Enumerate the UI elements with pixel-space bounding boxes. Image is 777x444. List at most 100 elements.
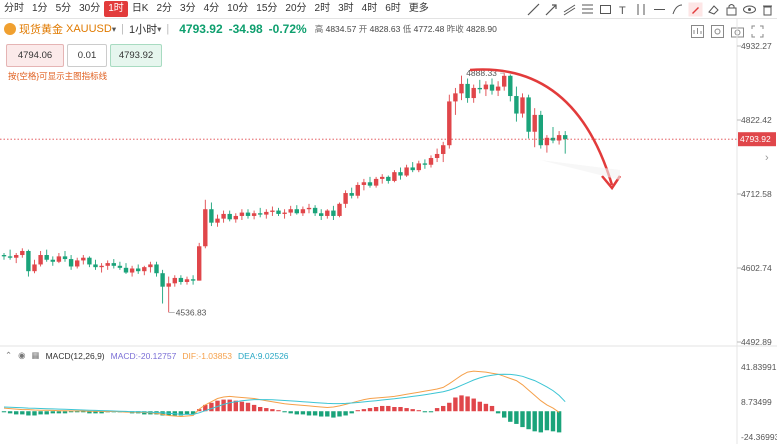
macd-histogram-bar — [75, 411, 80, 413]
macd-histogram-bar — [550, 411, 556, 432]
parallel-channel-icon[interactable] — [562, 2, 577, 17]
vertical-line-icon[interactable] — [634, 2, 649, 17]
divider: | — [166, 23, 170, 35]
tf-tab-14[interactable]: 4时 — [361, 3, 378, 14]
text-tool-icon[interactable]: T — [616, 2, 631, 17]
tf-tab-2[interactable]: 5分 — [55, 3, 72, 14]
symbol-dropdown-icon[interactable]: ▾ — [111, 23, 117, 34]
chart-icon[interactable]: ▦ — [31, 350, 40, 360]
tf-tab-5[interactable]: 日K — [131, 3, 149, 14]
macd-histogram-bar — [300, 411, 306, 415]
tf-tab-4[interactable]: 1时 — [104, 1, 128, 17]
tf-tab-7[interactable]: 3分 — [180, 3, 196, 14]
macd-tick-label: 8.73499 — [741, 397, 772, 407]
candle-body — [355, 184, 360, 196]
macd-histogram-bar — [178, 411, 184, 416]
gold-coin-icon — [4, 23, 16, 35]
eye-icon[interactable] — [742, 2, 757, 17]
candle-body — [117, 265, 123, 268]
edit-icon[interactable] — [688, 2, 703, 17]
settings-icon[interactable] — [710, 24, 725, 39]
macd-histogram-bar — [282, 411, 287, 413]
tf-tab-10[interactable]: 15分 — [256, 3, 278, 14]
fullscreen-icon[interactable] — [750, 24, 765, 39]
macd-tick-label: -24.36993 — [741, 432, 777, 442]
macd-histogram-bar — [111, 411, 116, 413]
line-tool-icon[interactable] — [526, 2, 541, 17]
candle-body — [105, 263, 110, 266]
macd-histogram-bar — [26, 411, 31, 416]
macd-histogram-bar — [99, 411, 104, 414]
price-tick-label: 4822.42 — [741, 115, 772, 125]
open-label: 开 — [358, 24, 368, 34]
tf-tab-8[interactable]: 4分 — [203, 3, 220, 14]
candle-body — [7, 256, 13, 258]
candle-body — [300, 209, 306, 214]
candle-body — [14, 255, 19, 258]
horizontal-line-icon[interactable] — [652, 2, 667, 17]
candle-body — [550, 137, 556, 141]
candle-body — [544, 137, 550, 146]
tf-tab-13[interactable]: 3时 — [338, 3, 354, 14]
eye-icon[interactable]: ◉ — [18, 350, 26, 360]
tf-tab-3[interactable]: 30分 — [79, 3, 101, 14]
tf-tab-6[interactable]: 2分 — [156, 3, 173, 14]
camera-icon[interactable] — [730, 24, 745, 39]
tf-tab-12[interactable]: 2时 — [314, 3, 331, 14]
tf-tab-1[interactable]: 1分 — [32, 3, 48, 14]
candle-body — [471, 87, 476, 99]
period-selector[interactable]: 1小时 — [128, 24, 158, 36]
tf-tab-11[interactable]: 20分 — [285, 3, 307, 14]
macd-histogram-bar — [526, 411, 531, 430]
buy-price-button[interactable]: 4793.92 — [110, 44, 162, 67]
macd-histogram-bar — [477, 401, 482, 412]
candle-body — [373, 178, 379, 186]
macd-tick-label: 41.83991 — [741, 362, 777, 372]
candle-body — [160, 273, 165, 287]
tf-tab-15[interactable]: 6时 — [385, 3, 401, 14]
candle-body — [337, 203, 342, 216]
candle-body — [50, 259, 55, 262]
macd-histogram-bar — [514, 411, 519, 424]
chevron-right-icon: › — [765, 152, 769, 164]
macd-histogram-bar — [532, 411, 537, 432]
macd-histogram-bar — [373, 407, 379, 412]
macd-histogram-bar — [233, 400, 238, 412]
delete-icon[interactable] — [760, 2, 775, 17]
tf-tab-0[interactable]: 分时 — [4, 3, 24, 14]
macd-histogram-bar — [38, 411, 43, 415]
chevron-up-icon[interactable]: ⌃ — [5, 350, 13, 360]
macd-histogram-bar — [312, 411, 318, 416]
macd-histogram-bar — [520, 411, 525, 428]
macd-histogram-bar — [325, 411, 330, 417]
symbol-name[interactable]: 现货黄金 — [19, 24, 63, 36]
lot-size-input[interactable]: 0.01 — [67, 44, 107, 67]
fibonacci-icon[interactable] — [580, 2, 595, 17]
brush-icon[interactable] — [670, 2, 685, 17]
macd-histogram-bar — [434, 408, 440, 412]
macd-histogram-bar — [306, 411, 312, 416]
candle-body — [221, 213, 226, 219]
macd-histogram-bar — [538, 411, 543, 433]
rectangle-tool-icon[interactable] — [598, 2, 613, 17]
tf-tab-9[interactable]: 10分 — [227, 3, 249, 14]
macd-histogram-bar — [215, 400, 220, 412]
macd-histogram-bar — [398, 407, 403, 412]
macd-histogram-bar — [258, 407, 263, 412]
macd-label: MACD: — [110, 350, 139, 361]
candle-body — [312, 207, 318, 214]
candle-body — [398, 172, 403, 176]
macd-histogram-bar — [428, 411, 434, 413]
projection-shadow — [540, 160, 620, 180]
lock-icon[interactable] — [724, 2, 739, 17]
tf-tab-more[interactable]: 更多 — [408, 3, 429, 14]
period-dropdown-icon[interactable]: ▾ — [157, 23, 162, 34]
candle-body — [288, 209, 293, 213]
sell-price-button[interactable]: 4794.06 — [6, 44, 64, 67]
ray-tool-icon[interactable] — [544, 2, 559, 17]
eraser-icon[interactable] — [706, 2, 721, 17]
macd-histogram-bar — [483, 403, 489, 412]
symbol-code[interactable]: XAUUSD — [66, 23, 112, 35]
indicator-icon[interactable] — [690, 24, 705, 39]
candle-body — [44, 255, 49, 260]
